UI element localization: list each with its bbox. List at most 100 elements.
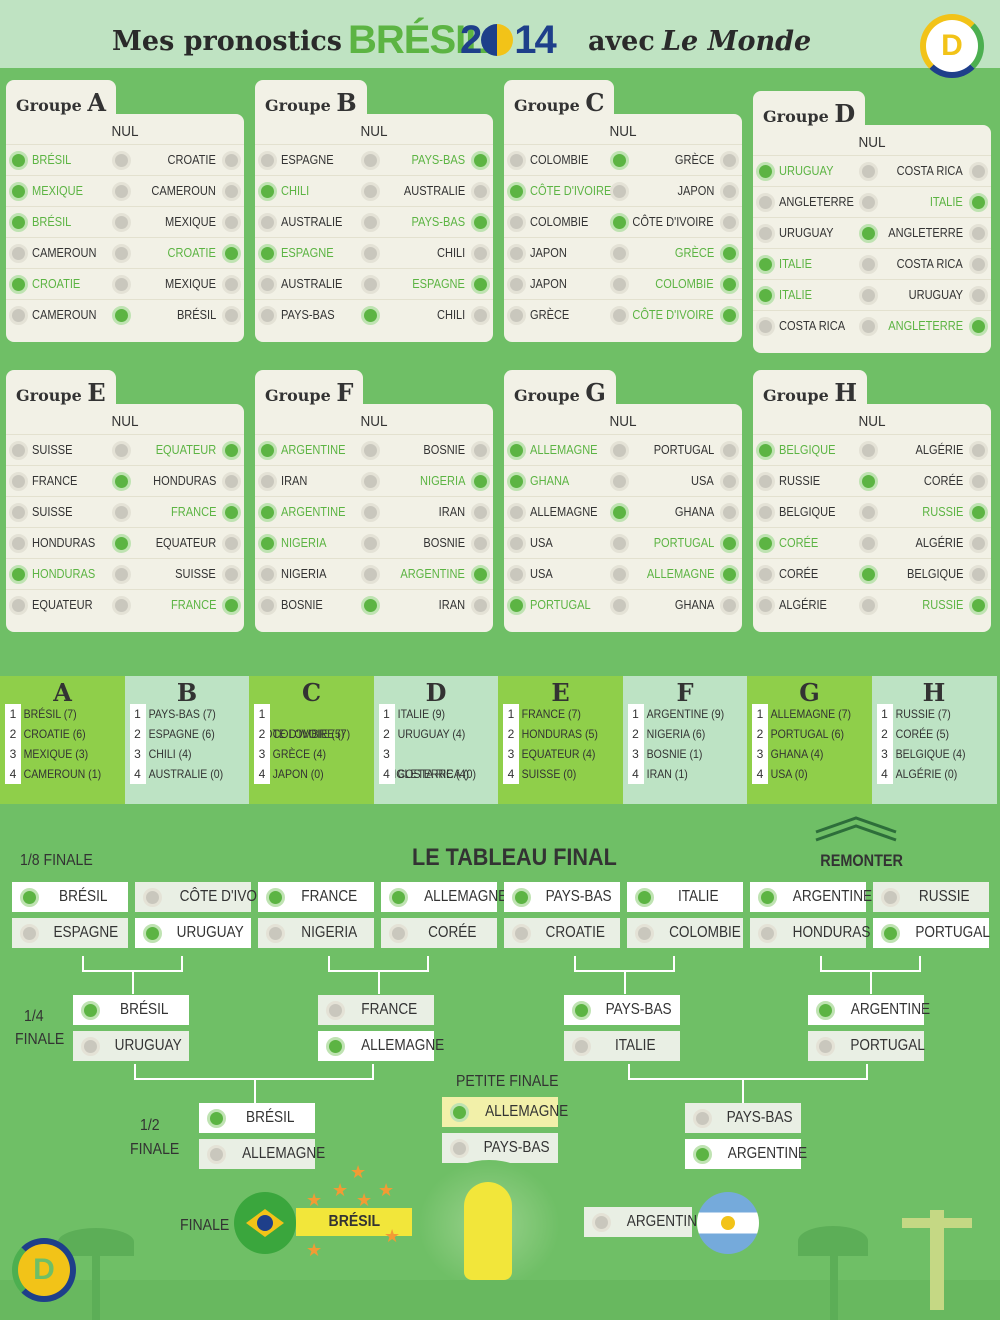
pick-radio[interactable] <box>207 1144 226 1164</box>
bracket-team[interactable]: PORTUGAL <box>873 918 990 948</box>
pick-radio[interactable] <box>592 1212 611 1232</box>
bracket-team[interactable]: ARGENTINE <box>750 882 872 912</box>
pick-radio[interactable] <box>266 923 285 943</box>
away-win-radio[interactable] <box>222 503 241 522</box>
away-win-radio[interactable] <box>471 182 490 201</box>
bracket-team[interactable]: BRÉSIL <box>199 1103 315 1133</box>
pick-radio[interactable] <box>693 1108 712 1128</box>
bracket-team[interactable]: URUGUAY <box>135 918 251 948</box>
draw-radio[interactable] <box>361 151 380 170</box>
bracket-team[interactable]: ITALIE <box>564 1031 680 1061</box>
away-win-radio[interactable] <box>471 472 490 491</box>
away-win-radio[interactable] <box>720 472 739 491</box>
pick-radio[interactable] <box>816 1000 835 1020</box>
away-win-radio[interactable] <box>471 151 490 170</box>
home-win-radio[interactable] <box>258 441 277 460</box>
pick-radio[interactable] <box>816 1036 835 1056</box>
pick-radio[interactable] <box>20 887 39 907</box>
pick-radio[interactable] <box>266 887 285 907</box>
draw-radio[interactable] <box>112 472 131 491</box>
away-win-radio[interactable] <box>969 441 988 460</box>
away-win-radio[interactable] <box>969 255 988 274</box>
home-win-radio[interactable] <box>756 503 775 522</box>
bracket-team[interactable]: ARGENTINE <box>685 1139 807 1169</box>
home-win-radio[interactable] <box>9 472 28 491</box>
pick-radio[interactable] <box>693 1144 712 1164</box>
pick-radio[interactable] <box>389 923 408 943</box>
draw-radio[interactable] <box>610 596 629 615</box>
home-win-radio[interactable] <box>507 182 526 201</box>
bracket-team[interactable]: CORÉE <box>381 918 497 948</box>
pick-radio[interactable] <box>881 923 900 943</box>
away-win-radio[interactable] <box>969 534 988 553</box>
pick-radio[interactable] <box>20 923 39 943</box>
home-win-radio[interactable] <box>756 317 775 336</box>
draw-radio[interactable] <box>361 213 380 232</box>
pick-radio[interactable] <box>572 1036 591 1056</box>
home-win-radio[interactable] <box>507 151 526 170</box>
home-win-radio[interactable] <box>756 565 775 584</box>
bracket-team[interactable]: ITALIE <box>627 882 743 912</box>
pick-radio[interactable] <box>881 887 900 907</box>
away-win-radio[interactable] <box>969 472 988 491</box>
away-win-radio[interactable] <box>720 503 739 522</box>
away-win-radio[interactable] <box>222 182 241 201</box>
home-win-radio[interactable] <box>507 306 526 325</box>
away-win-radio[interactable] <box>471 244 490 263</box>
home-win-radio[interactable] <box>9 596 28 615</box>
bracket-team[interactable]: RUSSIE <box>873 882 989 912</box>
draw-radio[interactable] <box>610 441 629 460</box>
pick-radio[interactable] <box>207 1108 226 1128</box>
away-win-radio[interactable] <box>471 503 490 522</box>
draw-radio[interactable] <box>361 596 380 615</box>
home-win-radio[interactable] <box>756 441 775 460</box>
draw-radio[interactable] <box>859 441 878 460</box>
away-win-radio[interactable] <box>471 306 490 325</box>
home-win-radio[interactable] <box>258 306 277 325</box>
away-win-radio[interactable] <box>720 306 739 325</box>
home-win-radio[interactable] <box>9 275 28 294</box>
pick-radio[interactable] <box>635 887 654 907</box>
home-win-radio[interactable] <box>756 162 775 181</box>
draw-radio[interactable] <box>112 275 131 294</box>
draw-radio[interactable] <box>859 162 878 181</box>
draw-radio[interactable] <box>610 565 629 584</box>
home-win-radio[interactable] <box>9 306 28 325</box>
pick-radio[interactable] <box>450 1102 469 1122</box>
draw-radio[interactable] <box>361 306 380 325</box>
bracket-team[interactable]: FRANCE <box>258 882 374 912</box>
away-win-radio[interactable] <box>969 565 988 584</box>
pick-radio[interactable] <box>81 1036 100 1056</box>
home-win-radio[interactable] <box>258 596 277 615</box>
pick-radio[interactable] <box>512 923 531 943</box>
bracket-team[interactable]: HONDURAS <box>750 918 870 948</box>
draw-radio[interactable] <box>610 306 629 325</box>
bracket-team[interactable]: URUGUAY <box>73 1031 189 1061</box>
bracket-team[interactable]: PAYS-BAS <box>504 882 620 912</box>
draw-radio[interactable] <box>361 534 380 553</box>
home-win-radio[interactable] <box>507 503 526 522</box>
away-win-radio[interactable] <box>969 286 988 305</box>
home-win-radio[interactable] <box>756 472 775 491</box>
draw-radio[interactable] <box>610 182 629 201</box>
home-win-radio[interactable] <box>756 255 775 274</box>
away-win-radio[interactable] <box>471 213 490 232</box>
bracket-team[interactable]: BRÉSIL <box>73 995 189 1025</box>
home-win-radio[interactable] <box>9 213 28 232</box>
draw-radio[interactable] <box>361 565 380 584</box>
away-win-radio[interactable] <box>222 565 241 584</box>
pick-radio[interactable] <box>389 887 408 907</box>
away-win-radio[interactable] <box>720 275 739 294</box>
draw-radio[interactable] <box>112 596 131 615</box>
home-win-radio[interactable] <box>258 565 277 584</box>
bracket-team[interactable]: ALLEMAGNE <box>318 1031 444 1061</box>
home-win-radio[interactable] <box>507 596 526 615</box>
home-win-radio[interactable] <box>507 213 526 232</box>
bracket-team[interactable]: NIGERIA <box>258 918 374 948</box>
home-win-radio[interactable] <box>258 472 277 491</box>
draw-radio[interactable] <box>361 472 380 491</box>
draw-radio[interactable] <box>361 182 380 201</box>
away-win-radio[interactable] <box>222 472 241 491</box>
home-win-radio[interactable] <box>258 151 277 170</box>
away-win-radio[interactable] <box>720 534 739 553</box>
